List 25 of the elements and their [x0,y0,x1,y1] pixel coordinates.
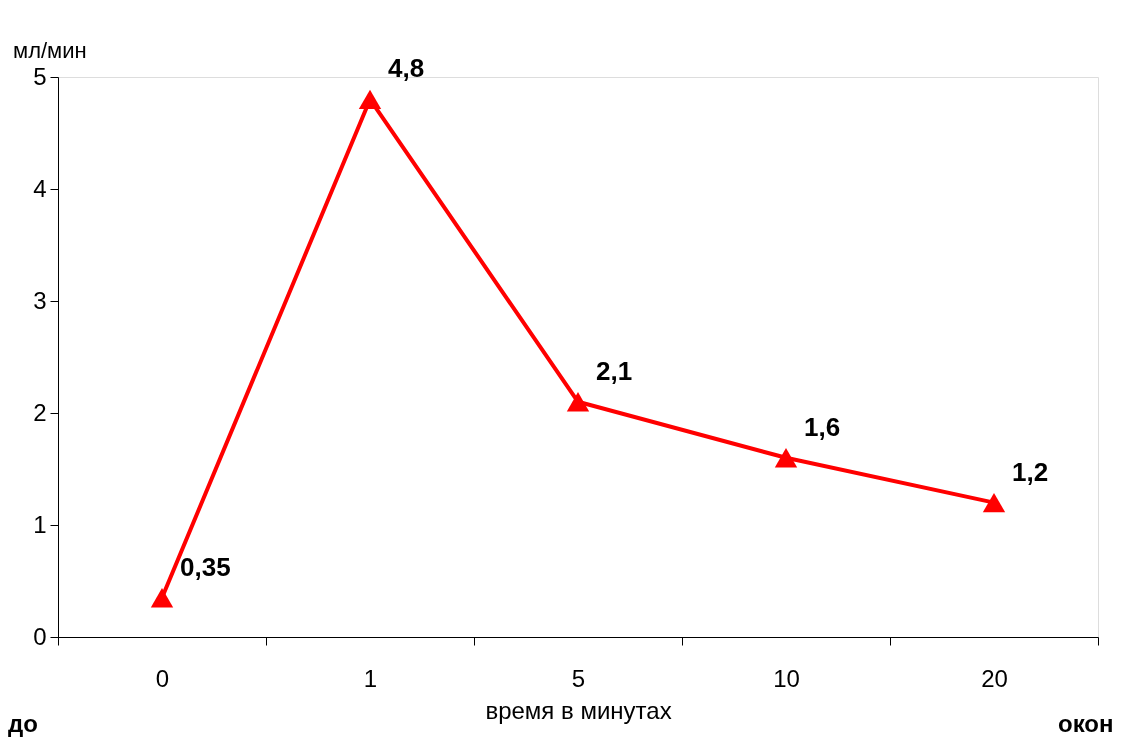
point [774,448,798,468]
x-axis-title: время в минутах [485,696,672,724]
data-label: 2,1 [596,355,633,386]
point [566,392,590,412]
x-tick-label: 10 [773,664,800,692]
x-tick-label: 0 [155,664,170,692]
y-tick-label: 3 [33,286,47,314]
x-tick-label: 20 [981,664,1008,692]
data-label: 4,8 [388,53,425,84]
y-tick-label: 2 [33,398,47,426]
point [982,492,1006,513]
y-tick-label: 4 [33,174,47,202]
point [358,89,382,110]
data-label: 1,6 [804,411,841,442]
data-label: 0,35 [180,551,231,582]
text: до [8,710,38,737]
text: окон [1058,710,1114,737]
data-label: 1,2 [1012,456,1049,487]
y-axis-title: мл/мин [13,38,87,63]
point [150,588,174,608]
y-tick-label: 5 [33,62,47,90]
y-tick-label: 0 [33,622,47,650]
x-tick-label: 1 [363,664,378,692]
x-tick-label: 5 [571,664,586,692]
y-tick-label: 1 [33,510,47,538]
